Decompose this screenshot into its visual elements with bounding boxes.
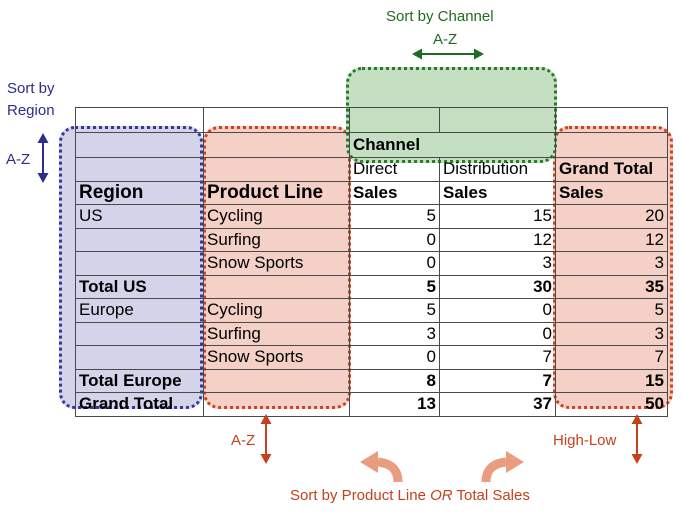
pivot-table: Channel Direct Distribution Grand Total … — [75, 107, 668, 417]
direct-sales-header: Sales — [349, 180, 440, 205]
direct-sales-cell: 5 — [349, 274, 440, 299]
product-line-cell — [203, 274, 350, 299]
table-cell — [75, 132, 204, 158]
product-line-cell: Surfing — [203, 227, 350, 252]
sort-by-channel-label: Sort by Channel — [386, 8, 494, 25]
region-cell: Total US — [75, 274, 204, 299]
region-cell: Europe — [75, 298, 204, 323]
grand-total-sales-cell: 15 — [555, 368, 668, 393]
distribution-header: Distribution — [439, 157, 556, 182]
channel-az-label: A-Z — [433, 31, 458, 48]
sort-by-label: Sort by — [7, 80, 55, 97]
direct-sales-cell: 0 — [349, 227, 440, 252]
grand-total-sales-cell: 3 — [555, 321, 668, 346]
region-cell — [75, 321, 204, 346]
bottom-sort-prefix: Sort by Product Line — [290, 487, 431, 504]
distribution-sales-cell: 12 — [439, 227, 556, 252]
total-double-arrow-icon — [631, 414, 643, 464]
table-cell — [203, 157, 350, 182]
grand-total-sales-cell: 12 — [555, 227, 668, 252]
product-line-cell: Surfing — [203, 321, 350, 346]
table-cell — [349, 107, 440, 133]
table-row: US Cycling 5 15 20 — [75, 204, 668, 229]
distribution-sales-cell: 0 — [439, 298, 556, 323]
grand-total-sales-cell: 3 — [555, 251, 668, 276]
grand-total-sales-cell: 5 — [555, 298, 668, 323]
table-cell — [555, 107, 668, 133]
direct-sales-cell: 8 — [349, 368, 440, 393]
grand-total-sales-cell: 7 — [555, 345, 668, 370]
table-row: Region Product Line Sales Sales Sales — [75, 180, 668, 205]
table-row: Direct Distribution Grand Total — [75, 157, 668, 182]
distribution-sales-cell: 7 — [439, 368, 556, 393]
distribution-sales-header: Sales — [439, 180, 556, 205]
region-double-arrow-icon — [37, 133, 49, 183]
channel-header[interactable]: Channel — [349, 132, 556, 158]
table-row — [75, 107, 668, 133]
table-cell — [203, 107, 350, 133]
region-cell — [75, 227, 204, 252]
distribution-sales-cell: 15 — [439, 204, 556, 229]
table-row: Channel — [75, 132, 668, 158]
grand-total-sales-cell: 20 — [555, 204, 668, 229]
table-row: Europe Cycling 5 0 5 — [75, 298, 668, 323]
region-cell — [75, 345, 204, 370]
curved-arrow-left-icon — [360, 451, 403, 483]
table-row: Total Europe 8 7 15 — [75, 368, 668, 393]
product-az-label: A-Z — [231, 432, 256, 449]
distribution-sales-cell: 3 — [439, 251, 556, 276]
direct-sales-cell: 0 — [349, 345, 440, 370]
product-line-cell: Snow Sports — [203, 251, 350, 276]
product-line-cell: Cycling — [203, 204, 350, 229]
region-cell: Grand Total — [75, 392, 204, 417]
product-line-header[interactable]: Product Line — [203, 180, 350, 205]
region-header[interactable]: Region — [75, 180, 204, 205]
direct-sales-cell: 13 — [349, 392, 440, 417]
distribution-sales-cell: 0 — [439, 321, 556, 346]
high-low-label: High-Low — [553, 432, 617, 449]
direct-sales-cell: 0 — [349, 251, 440, 276]
table-row: Surfing 0 12 12 — [75, 227, 668, 252]
product-double-arrow-icon — [260, 414, 272, 464]
bottom-sort-or: OR — [430, 487, 453, 504]
product-line-cell: Snow Sports — [203, 345, 350, 370]
direct-sales-cell: 3 — [349, 321, 440, 346]
table-cell — [203, 132, 350, 158]
table-cell — [555, 132, 668, 158]
curved-arrow-right-icon — [481, 451, 524, 483]
direct-sales-cell: 5 — [349, 298, 440, 323]
product-line-cell — [203, 368, 350, 393]
channel-double-arrow-icon — [412, 48, 484, 60]
grand-total-sales-cell: 35 — [555, 274, 668, 299]
grand-total-sales-header: Sales — [555, 180, 668, 205]
grand-total-header: Grand Total — [555, 157, 668, 182]
table-cell — [75, 107, 204, 133]
bottom-sort-note: Sort by Product Line OR Total Sales — [290, 487, 530, 505]
bottom-sort-suffix: Total Sales — [452, 487, 530, 504]
direct-header: Direct — [349, 157, 440, 182]
region-cell: Total Europe — [75, 368, 204, 393]
region-az-label: A-Z — [6, 151, 31, 168]
table-cell — [439, 107, 556, 133]
table-row: Grand Total 13 37 50 — [75, 392, 668, 417]
direct-sales-cell: 5 — [349, 204, 440, 229]
table-row: Snow Sports 0 3 3 — [75, 251, 668, 276]
table-row: Total US 5 30 35 — [75, 274, 668, 299]
table-row: Snow Sports 0 7 7 — [75, 345, 668, 370]
distribution-sales-cell: 7 — [439, 345, 556, 370]
distribution-sales-cell: 37 — [439, 392, 556, 417]
grand-total-sales-cell: 50 — [555, 392, 668, 417]
region-cell — [75, 251, 204, 276]
table-cell — [75, 157, 204, 182]
product-line-cell — [203, 392, 350, 417]
region-cell: US — [75, 204, 204, 229]
table-row: Surfing 3 0 3 — [75, 321, 668, 346]
product-line-cell: Cycling — [203, 298, 350, 323]
distribution-sales-cell: 30 — [439, 274, 556, 299]
region-word-label: Region — [7, 102, 55, 119]
